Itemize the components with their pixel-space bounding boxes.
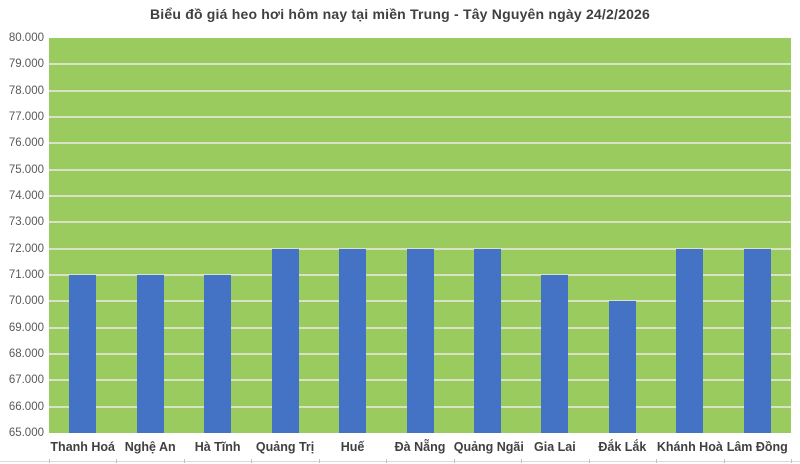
x-tick-label: Huế	[340, 440, 365, 454]
gridline	[49, 195, 791, 197]
chart-title: Biểu đồ giá heo hơi hôm nay tại miền Tru…	[149, 6, 651, 22]
y-tick-label: 70.000	[8, 295, 44, 308]
x-tick-label: Quảng Ngãi	[453, 440, 524, 454]
x-tick-label: Nghệ An	[124, 440, 176, 454]
y-tick-label: 76.000	[8, 137, 44, 150]
bar-4	[271, 248, 299, 433]
bottom-grid-line	[0, 461, 800, 462]
y-tick-label: 75.000	[8, 163, 44, 176]
x-tick-label: Gia Lai	[534, 440, 576, 454]
gridline	[49, 168, 791, 171]
y-tick-label: 78.000	[8, 84, 44, 97]
bar-1	[69, 275, 97, 433]
y-tick-label: 65.000	[8, 427, 44, 439]
y-tick-label: 71.000	[8, 269, 44, 281]
gridline	[49, 221, 791, 224]
x-tick-label: Thanh Hoá	[50, 440, 116, 454]
axis-tick	[49, 459, 50, 463]
gridline	[49, 116, 791, 118]
x-tick-label: Hà Tĩnh	[194, 440, 241, 454]
x-tick-label: Quảng Trị	[255, 440, 315, 454]
y-tick-label: 79.000	[8, 58, 44, 71]
bar-10	[676, 248, 704, 433]
bar-6	[406, 248, 434, 433]
x-tick-label: Lâm Đồng	[726, 440, 788, 454]
x-tick-label: Khánh Hoà	[656, 440, 723, 454]
y-tick-label: 69.000	[8, 321, 44, 334]
y-tick-label: 66.000	[8, 400, 44, 413]
axis-tick	[723, 459, 725, 463]
bar-11	[743, 248, 771, 433]
y-tick-label: 74.000	[8, 190, 44, 202]
y-tick-label: 73.000	[8, 216, 44, 229]
axis-tick	[251, 459, 253, 463]
axis-tick	[116, 459, 118, 463]
bar-2	[136, 275, 164, 433]
gridline	[49, 142, 791, 145]
plot-area	[49, 38, 791, 433]
y-tick-label: 67.000	[8, 374, 44, 387]
bar-5	[339, 248, 367, 433]
axis-tick	[656, 459, 658, 463]
y-tick-label: 80.000	[8, 32, 44, 44]
gridline	[49, 89, 791, 92]
axis-tick	[453, 459, 455, 463]
y-tick-label: 72.000	[8, 242, 44, 255]
bar-7	[473, 248, 501, 433]
gridline	[49, 63, 791, 66]
x-tick-label: Đắk Lắk	[598, 440, 647, 454]
axis-tick	[521, 459, 523, 463]
axis-tick	[588, 459, 590, 463]
y-tick-label: 68.000	[8, 348, 44, 360]
y-tick-label: 77.000	[8, 111, 44, 123]
axis-tick	[386, 459, 388, 463]
axis-tick	[791, 459, 792, 463]
bar-8	[541, 275, 569, 433]
x-tick-label: Đà Nẵng	[394, 440, 446, 454]
bar-3	[204, 275, 232, 433]
axis-tick	[318, 459, 320, 463]
gridline	[49, 247, 791, 250]
bar-9	[608, 301, 636, 433]
axis-tick	[183, 459, 185, 463]
